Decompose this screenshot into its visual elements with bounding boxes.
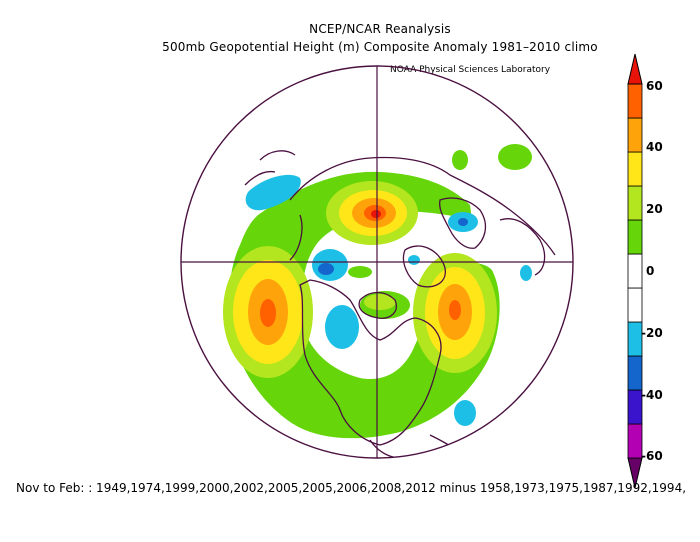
colorbar-label: 40	[646, 140, 663, 154]
colorbar-swatch	[627, 185, 643, 221]
chart-title: NCEP/NCAR Reanalysis	[309, 22, 451, 36]
positive-anomaly-band	[228, 171, 500, 439]
negative-patch	[325, 305, 359, 349]
arctic-anomaly-peak	[371, 210, 381, 218]
colorbar-arrow-top	[627, 53, 643, 85]
composite-years-text: Nov to Feb: : 1949,1974,1999,2000,2002,2…	[16, 481, 687, 495]
colorbar-label: -60	[641, 449, 663, 463]
coastline-europe	[439, 197, 487, 249]
colorbar-label: -40	[641, 388, 663, 402]
negative-patch	[520, 265, 532, 281]
coastline-africa	[499, 218, 546, 276]
positive-patch	[364, 294, 396, 310]
colorbar-label: 20	[646, 202, 663, 216]
positive-patch	[348, 266, 372, 278]
coastline-greenland	[402, 245, 446, 288]
positive-patch	[498, 144, 532, 170]
colorbar-swatch	[627, 423, 643, 459]
colorbar-swatch	[627, 151, 643, 187]
colorbar-label: -20	[641, 326, 663, 340]
negative-patch	[454, 400, 476, 426]
coastline-eurasia	[289, 156, 556, 261]
colorbar	[627, 53, 643, 489]
colorbar-swatch	[627, 321, 643, 357]
colorbar-label: 60	[646, 79, 663, 93]
negative-patch	[245, 174, 301, 211]
map-boundary	[180, 65, 574, 459]
colorbar-swatch	[627, 287, 643, 323]
positive-patch	[452, 150, 468, 170]
negative-patch	[408, 255, 420, 265]
colorbar-swatch	[627, 253, 643, 289]
negative-patch	[318, 263, 334, 275]
anomaly-field	[223, 144, 532, 439]
coastline-north-america	[299, 279, 442, 446]
colorbar-swatch	[627, 117, 643, 153]
chart-subtitle: 500mb Geopotential Height (m) Composite …	[162, 40, 598, 54]
colorbar-swatch	[627, 355, 643, 391]
colorbar-label: 0	[646, 264, 655, 278]
coastline-asia-east	[244, 150, 296, 186]
credit-label: NOAA Physical Sciences Laboratory	[390, 65, 551, 75]
pacific-anomaly-core	[260, 299, 276, 327]
negative-patch	[458, 218, 468, 226]
colorbar-swatch	[627, 219, 643, 255]
colorbar-swatch	[627, 83, 643, 119]
colorbar-swatch	[627, 389, 643, 425]
eastern-anomaly-core	[449, 300, 461, 320]
